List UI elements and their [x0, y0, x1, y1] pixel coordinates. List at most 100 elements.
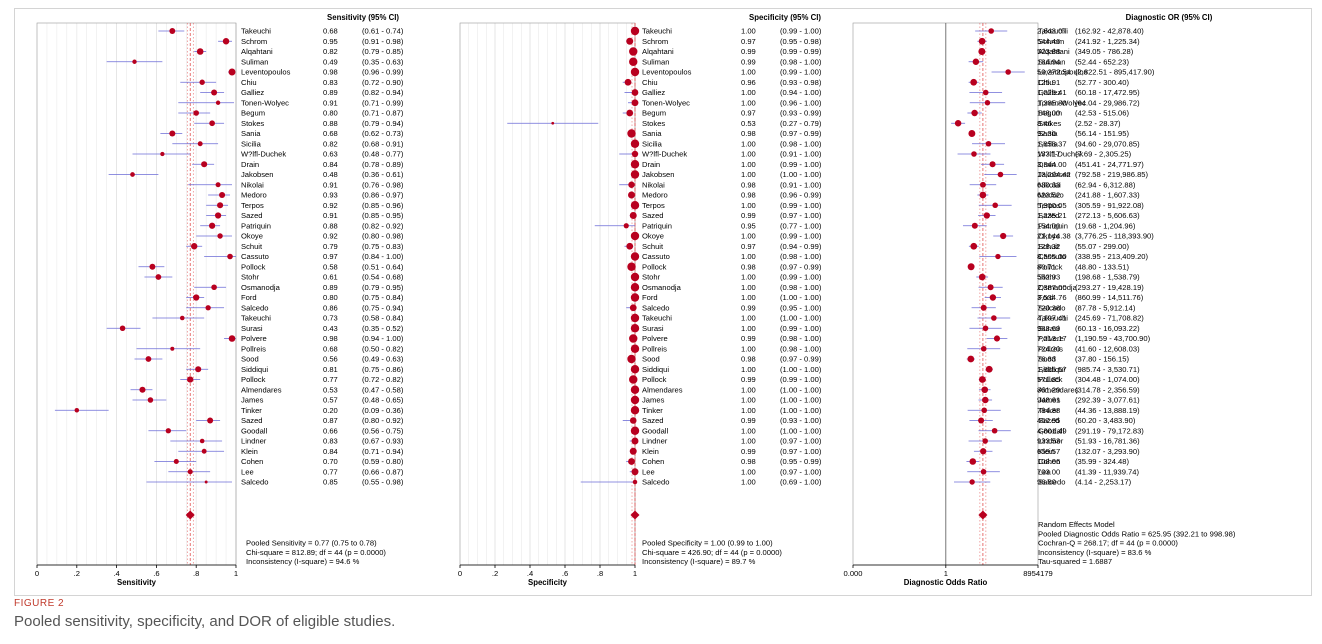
study-name: Drain [1038, 160, 1056, 169]
ci-value: (314.78 - 2,356.59) [1075, 385, 1140, 394]
ci-value: (0.97 - 0.99) [780, 355, 822, 364]
estimate-value: 3,344.00 [1037, 160, 1067, 169]
study-name: Pollreis [642, 344, 667, 353]
study-name: Tonen-Wolyec [1038, 98, 1086, 107]
study-name: Osmanodja [642, 283, 682, 292]
study-row: Klein 0.99 (0.97 - 1.00) [629, 447, 822, 456]
study-row: Begum 0.80 (0.71 - 0.87) [178, 109, 404, 118]
ci-value: (1.00 - 1.00) [780, 293, 822, 302]
point-estimate [209, 120, 215, 127]
study-name: Begum [241, 109, 265, 118]
study-name: Lee [241, 467, 254, 476]
study-name: Nikolai [241, 180, 264, 189]
study-row: Surasi 1.00 (0.99 - 1.00) [630, 324, 822, 333]
study-name: Stokes [1038, 119, 1061, 128]
point-estimate [630, 385, 640, 394]
study-name: Cassuto [241, 252, 269, 261]
study-name: Terpos [241, 201, 264, 210]
point-estimate [629, 334, 638, 343]
estimate-value: 0.92 [323, 201, 338, 210]
pooled-diamond [630, 510, 640, 520]
estimate-value: 0.84 [323, 447, 338, 456]
summary-line: Pooled Diagnostic Odds Ratio = 625.95 (3… [1038, 529, 1236, 538]
study-row: Sazed 0.99 (0.93 - 1.00) [622, 416, 822, 425]
ci-value: (0.72 - 0.90) [362, 78, 404, 87]
study-name: Medoro [241, 191, 267, 200]
estimate-value: 0.89 [323, 88, 338, 97]
study-name: Tonen-Wolyec [241, 98, 289, 107]
estimate-value: 571.85 [1037, 375, 1060, 384]
ci-value: (1.00 - 1.00) [780, 396, 822, 405]
study-name: Terpos [1038, 201, 1061, 210]
ci-value: (0.36 - 0.61) [362, 170, 404, 179]
point-estimate [211, 89, 218, 96]
ci-value: (0.69 - 1.00) [780, 478, 822, 487]
point-estimate [980, 448, 987, 455]
forest-plot-figure: Sensitivity (95% CI) Takeuchi 0.68 (0.61 - … [14, 8, 1312, 596]
study-row: Jakobsen 0.48 (0.36 - 0.61) [108, 170, 404, 179]
ci-value: (0.54 - 0.68) [362, 273, 404, 282]
estimate-value: 0.95 [323, 37, 338, 46]
ci-value: (0.99 - 1.00) [780, 201, 822, 210]
estimate-value: 0.98 [741, 262, 756, 271]
x-tick-label: .2 [492, 569, 498, 578]
study-name: Klein [642, 447, 659, 456]
estimate-value: 0.93 [323, 191, 338, 200]
point-estimate [629, 447, 637, 455]
estimate-value: 0.73 [323, 314, 338, 323]
point-estimate [199, 438, 205, 444]
ci-value: (0.48 - 0.77) [362, 150, 404, 159]
point-estimate [628, 181, 635, 188]
ci-value: (0.75 - 0.84) [362, 293, 404, 302]
point-estimate [130, 172, 135, 177]
estimate-value: 7,213.17 [1037, 334, 1067, 343]
panel-title: Specificity (95% CI) [749, 13, 821, 22]
study-row: Sazed 0.99 (0.97 - 1.00) [629, 211, 822, 220]
study-row: Drain 1.00 (0.99 - 1.00) [630, 160, 822, 169]
study-name: Almendares [642, 385, 683, 394]
study-row: Sicilia 1.00 (0.98 - 1.00) [630, 139, 822, 148]
point-estimate [983, 212, 990, 219]
ci-value: (0.98 - 1.00) [780, 252, 822, 261]
point-estimate [623, 223, 629, 229]
study-name: Tinker [642, 406, 663, 415]
ci-value: (1.00 - 1.00) [780, 365, 822, 374]
ci-value: (0.71 - 0.99) [362, 98, 404, 107]
estimate-value: 0.88 [323, 221, 338, 230]
study-row: Schuit 0.97 (0.94 - 0.99) [624, 242, 822, 251]
point-estimate [179, 315, 185, 321]
study-name: Sicilia [1038, 139, 1059, 148]
study-name: Galliez [241, 88, 264, 97]
study-name: Leventopoulos [642, 68, 692, 77]
study-row: James 1.00 (1.00 - 1.00) [630, 396, 822, 405]
study-row: Sania 0.98 (0.97 - 0.99) [627, 129, 822, 138]
study-row: Takeuchi 1.00 (1.00 - 1.00) [630, 314, 822, 323]
study-row: Alqahtani 0.99 (0.99 - 0.99) [629, 47, 822, 56]
study-row: Drain 0.84 (0.78 - 0.89) [192, 160, 404, 169]
estimate-value: 128.32 [1037, 242, 1060, 251]
estimate-value: 0.68 [323, 344, 338, 353]
point-estimate [985, 365, 993, 373]
point-estimate [147, 397, 154, 403]
point-estimate [217, 202, 224, 209]
ci-value: (51.93 - 16,781.36) [1075, 437, 1140, 446]
study-name: Tinker [1038, 406, 1059, 415]
x-tick-label: .6 [153, 569, 159, 578]
study-name: Schrom [1038, 37, 1064, 46]
estimate-value: 0.85 [323, 478, 338, 487]
ci-value: (60.18 - 17,472.95) [1075, 88, 1140, 97]
point-estimate [980, 468, 987, 475]
study-name: Polvere [1038, 334, 1064, 343]
study-name: Almendares [241, 385, 282, 394]
estimate-value: 0.98 [741, 457, 756, 466]
ci-value: (291.19 - 79,172.83) [1075, 426, 1144, 435]
study-name: Pollreis [241, 344, 266, 353]
study-row: Siddiqui 0.81 (0.75 - 0.86) [186, 365, 404, 374]
estimate-value: 1,235.21 [1037, 211, 1067, 220]
